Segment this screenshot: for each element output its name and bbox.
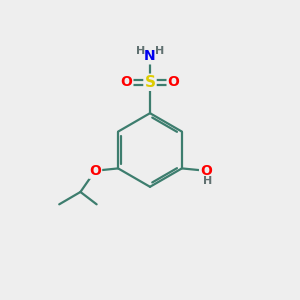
Text: N: N: [144, 50, 156, 63]
Text: O: O: [168, 75, 179, 89]
Text: O: O: [121, 75, 132, 89]
Text: O: O: [200, 164, 212, 178]
Text: H: H: [136, 46, 145, 56]
Text: O: O: [89, 164, 101, 178]
Text: H: H: [155, 46, 164, 56]
Text: H: H: [203, 176, 212, 186]
Text: S: S: [145, 75, 155, 90]
